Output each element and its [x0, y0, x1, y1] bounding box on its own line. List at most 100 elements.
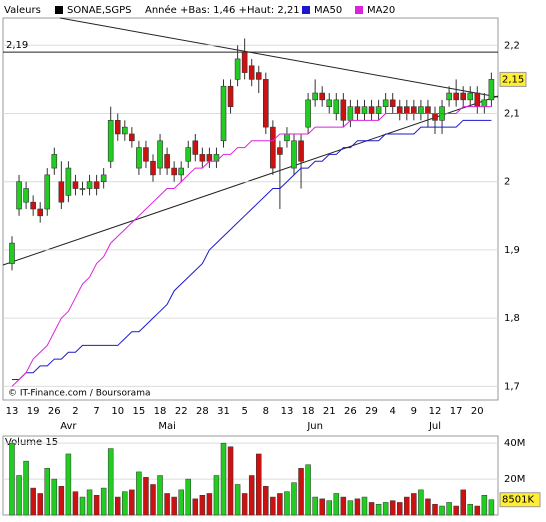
candle-body: [241, 51, 248, 73]
candle-body: [171, 167, 177, 176]
y-tick-label: 1,9: [504, 245, 520, 256]
volume-bar: [192, 498, 199, 516]
volume-bar: [115, 496, 121, 516]
candle-body: [347, 106, 354, 121]
volume-bar: [143, 477, 149, 516]
volume-bar: [291, 482, 297, 516]
trend-line: [59, 17, 499, 98]
volume-bar: [30, 487, 36, 516]
month-label: Jun: [306, 421, 323, 432]
candle-body: [86, 181, 93, 189]
volume-bar: [65, 453, 72, 516]
candle-body: [185, 147, 192, 162]
volume-bar: [425, 498, 431, 516]
candle-body: [262, 79, 269, 128]
x-tick-label: 26: [48, 406, 61, 417]
candle-body: [234, 58, 241, 80]
x-tick-label: 22: [175, 406, 188, 417]
volume-bar: [460, 489, 466, 516]
x-tick-label: 7: [93, 406, 99, 417]
y-tick-label: 2,2: [504, 40, 520, 51]
volume-bar: [129, 489, 135, 516]
reference-label: 2,19: [6, 40, 28, 51]
volume-bar: [389, 500, 396, 516]
volume-bar: [453, 505, 459, 516]
x-tick-label: 9: [411, 406, 417, 417]
legend-swatch: [55, 6, 63, 14]
volume-bar: [51, 478, 58, 516]
legend-swatch: [302, 6, 310, 14]
x-tick-label: 20: [471, 406, 484, 417]
subtitle: Année +Bas: 1,46 +Haut: 2,21: [145, 4, 300, 16]
candle-body: [368, 106, 375, 114]
volume-bar: [171, 496, 177, 516]
candle-body: [284, 133, 290, 142]
x-tick-label: 31: [217, 406, 230, 417]
volume-bar: [319, 498, 325, 516]
volume-bar: [446, 502, 452, 516]
volume-bar: [185, 478, 191, 516]
volume-bar: [284, 491, 290, 516]
x-tick-label: 2: [72, 406, 78, 417]
volume-bar: [241, 493, 248, 516]
volume-bar: [481, 495, 488, 516]
candle-body: [30, 201, 36, 210]
volume-bar: [136, 471, 142, 516]
x-tick-label: 13: [281, 406, 294, 417]
volume-bar: [23, 460, 29, 516]
candle-body: [58, 181, 65, 203]
x-tick-label: 29: [365, 406, 378, 417]
candle-body: [220, 85, 227, 142]
legend-label: MA50: [314, 5, 342, 16]
candle-body: [37, 208, 44, 217]
y-tick-label: 2,1: [504, 109, 520, 120]
month-label: Mai: [158, 421, 176, 432]
candle-body: [227, 85, 234, 107]
last-volume-label: 8501K: [502, 495, 534, 506]
candle-body: [44, 174, 51, 210]
volume-bar: [298, 468, 304, 516]
candle-body: [129, 133, 135, 142]
ma-line: [11, 106, 492, 387]
ma-line: [12, 119, 492, 381]
candle-body: [425, 106, 431, 114]
candle-body: [150, 160, 156, 176]
volume-bar: [263, 486, 269, 516]
volume-bar: [107, 448, 114, 516]
volume-bar: [199, 495, 206, 516]
candle-body: [100, 174, 107, 183]
y-tick-label: 2: [504, 177, 510, 188]
volume-bar: [58, 486, 65, 516]
candle-body: [157, 140, 163, 169]
volume-bar: [150, 484, 156, 516]
volume-bar: [340, 496, 347, 516]
candle-body: [361, 106, 368, 114]
candle-body: [136, 147, 142, 169]
x-tick-label: 13: [6, 406, 19, 417]
y-tick-label: 1,8: [504, 313, 520, 324]
x-tick-label: 18: [154, 406, 167, 417]
candle-body: [79, 188, 86, 190]
candle-body: [340, 99, 347, 121]
candle-body: [248, 65, 255, 80]
volume-bar: [178, 489, 184, 516]
volume-bar: [44, 468, 50, 516]
volume-bar: [234, 484, 241, 516]
candle-body: [72, 181, 79, 189]
candle-body: [9, 242, 15, 264]
candle-body: [164, 154, 170, 169]
volume-bar: [100, 487, 107, 516]
volume-bar: [37, 493, 43, 516]
volume-bar: [164, 493, 170, 516]
volume-bar: [474, 505, 481, 516]
x-tick-label: 18: [302, 406, 315, 417]
volume-bar: [382, 502, 389, 516]
candle-body: [277, 147, 283, 155]
candle-body: [453, 92, 459, 101]
volume-bar: [418, 489, 424, 516]
volume-bar: [305, 464, 311, 516]
volume-bar: [312, 496, 318, 516]
last-volume-box: [499, 492, 541, 508]
volume-bar: [326, 500, 332, 516]
